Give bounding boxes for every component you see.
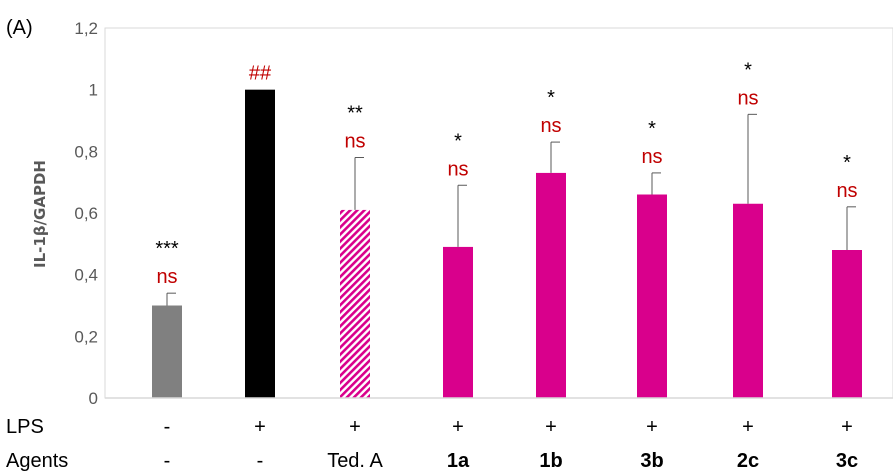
agent-label: 3c: [836, 450, 858, 472]
lps-label: +: [646, 416, 658, 438]
bar: [832, 250, 862, 398]
significance-label: ##: [249, 63, 272, 85]
y-tick-label: 0,6: [74, 204, 98, 223]
significance-label: ns: [447, 158, 468, 180]
lps-label: +: [254, 416, 266, 438]
significance-label: **: [347, 103, 363, 125]
y-axis-title: IL-1β/GAPDH: [31, 160, 49, 268]
panel-label: (A): [6, 17, 33, 39]
condition-labels: - - + - + Ted. A +1a +1b +3b +2c +3c: [164, 416, 858, 472]
y-tick-label: 1,2: [74, 19, 98, 38]
significance-label: ns: [344, 131, 365, 153]
lps-label: +: [452, 416, 464, 438]
bar: [443, 246, 473, 398]
error-bars: [166, 113, 856, 306]
lps-label: -: [164, 416, 171, 438]
agent-label: 1a: [447, 450, 470, 472]
significance-label: *: [454, 130, 462, 152]
y-tick-label: 0: [89, 389, 98, 408]
bar: [152, 305, 182, 398]
bar: [536, 172, 566, 398]
bar: [245, 89, 275, 399]
lps-label: +: [742, 416, 754, 438]
row-title-lps: LPS: [6, 416, 44, 438]
significance-label: *: [547, 87, 555, 109]
significance-label: ***: [155, 238, 179, 260]
agent-label: Ted. A: [327, 450, 383, 472]
agent-label: 3b: [640, 450, 663, 472]
agent-label: 1b: [539, 450, 562, 472]
lps-label: +: [349, 416, 361, 438]
lps-label: +: [545, 416, 557, 438]
significance-label: ns: [641, 146, 662, 168]
bars: [152, 89, 862, 399]
significance-label: ns: [836, 180, 857, 202]
row-title-agents: Agents: [6, 450, 68, 472]
lps-label: +: [841, 416, 853, 438]
significance-label: *: [744, 59, 752, 81]
y-tick-label: 0,4: [74, 266, 98, 285]
agent-label: -: [257, 450, 264, 472]
y-tick-label: 1: [89, 81, 98, 100]
significance-label: *: [843, 152, 851, 174]
significance-label: *: [648, 118, 656, 140]
agent-label: -: [164, 450, 171, 472]
y-tick-labels: 0 0,2 0,4 0,6 0,8 1 1,2: [74, 19, 98, 408]
bar: [637, 194, 667, 398]
plot-area-border: [104, 27, 893, 399]
bar: [733, 203, 763, 398]
agent-label: 2c: [737, 450, 759, 472]
y-tick-label: 0,8: [74, 142, 98, 161]
bar: [340, 209, 370, 398]
significance-annotations: ns *** ## ns ** ns * ns * ns * ns * ns *: [155, 59, 857, 288]
significance-label: ns: [540, 115, 561, 137]
significance-label: ns: [737, 87, 758, 109]
significance-label: ns: [156, 266, 177, 288]
y-tick-label: 0,2: [74, 327, 98, 346]
